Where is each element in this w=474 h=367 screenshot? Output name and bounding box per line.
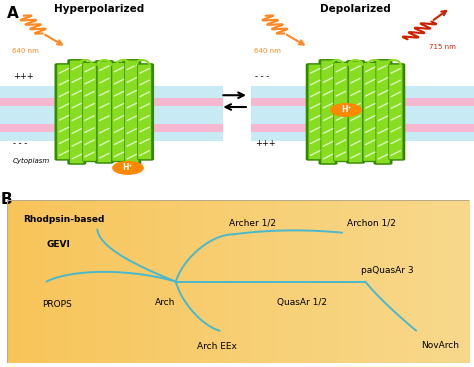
- Circle shape: [113, 161, 143, 174]
- FancyBboxPatch shape: [55, 63, 73, 161]
- FancyBboxPatch shape: [57, 64, 71, 160]
- FancyBboxPatch shape: [308, 64, 322, 160]
- FancyBboxPatch shape: [125, 60, 139, 164]
- Bar: [0, 98, 223, 106]
- Text: Arch EEx: Arch EEx: [197, 342, 237, 352]
- Bar: [251, 86, 474, 141]
- Text: QuasAr 1/2: QuasAr 1/2: [277, 298, 328, 308]
- Text: H⁺: H⁺: [123, 163, 133, 172]
- Text: Cytoplasm: Cytoplasm: [13, 158, 50, 164]
- Text: A: A: [7, 6, 19, 21]
- Text: Arch: Arch: [155, 298, 175, 308]
- FancyBboxPatch shape: [70, 60, 84, 164]
- FancyBboxPatch shape: [334, 63, 348, 161]
- Text: - - -: - - -: [13, 139, 27, 148]
- Text: +++: +++: [255, 139, 276, 148]
- Bar: [0, 124, 223, 131]
- Text: Hyperpolarized: Hyperpolarized: [55, 4, 145, 14]
- FancyBboxPatch shape: [348, 61, 363, 163]
- FancyBboxPatch shape: [306, 63, 325, 161]
- FancyBboxPatch shape: [331, 62, 350, 162]
- FancyBboxPatch shape: [97, 61, 111, 163]
- Text: GEVI: GEVI: [46, 240, 70, 248]
- Bar: [251, 124, 474, 131]
- Text: 640 nm: 640 nm: [12, 48, 39, 54]
- FancyBboxPatch shape: [376, 60, 390, 164]
- FancyBboxPatch shape: [80, 62, 99, 162]
- FancyBboxPatch shape: [109, 62, 128, 162]
- FancyBboxPatch shape: [361, 62, 380, 162]
- Text: Depolarized: Depolarized: [320, 4, 391, 14]
- Bar: [0, 86, 223, 141]
- Text: - - -: - - -: [255, 72, 269, 81]
- FancyBboxPatch shape: [386, 63, 405, 161]
- Text: B: B: [0, 192, 12, 207]
- Text: 640 nm: 640 nm: [254, 48, 281, 54]
- FancyBboxPatch shape: [112, 63, 126, 161]
- FancyBboxPatch shape: [67, 59, 86, 165]
- Text: Archon 1/2: Archon 1/2: [347, 218, 396, 228]
- FancyBboxPatch shape: [95, 60, 114, 164]
- FancyBboxPatch shape: [135, 63, 154, 161]
- FancyBboxPatch shape: [363, 63, 377, 161]
- FancyBboxPatch shape: [137, 64, 152, 160]
- Bar: [251, 98, 474, 106]
- FancyBboxPatch shape: [389, 64, 403, 160]
- FancyBboxPatch shape: [82, 63, 97, 161]
- Circle shape: [331, 103, 361, 116]
- Text: H⁺: H⁺: [341, 105, 351, 115]
- FancyBboxPatch shape: [321, 60, 335, 164]
- FancyBboxPatch shape: [122, 59, 141, 165]
- Text: Rhodpsin-based: Rhodpsin-based: [23, 215, 105, 224]
- Text: 715 nm: 715 nm: [429, 44, 456, 50]
- Text: paQuasAr 3: paQuasAr 3: [361, 266, 413, 275]
- FancyBboxPatch shape: [319, 59, 337, 165]
- FancyBboxPatch shape: [374, 59, 392, 165]
- Text: +++: +++: [13, 72, 34, 81]
- FancyBboxPatch shape: [346, 60, 365, 164]
- Text: PROPS: PROPS: [42, 300, 72, 309]
- Text: NovArch: NovArch: [421, 341, 459, 350]
- Text: Archer 1/2: Archer 1/2: [229, 218, 276, 228]
